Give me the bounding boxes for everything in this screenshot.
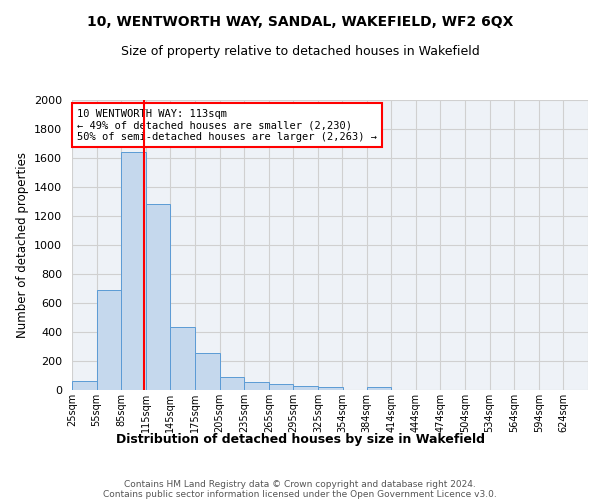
Bar [170, 327, 195, 390]
Bar [121, 152, 146, 390]
Bar [244, 382, 269, 390]
Bar [195, 353, 220, 390]
Y-axis label: Number of detached properties: Number of detached properties [16, 152, 29, 338]
Bar [318, 388, 343, 390]
Text: Contains public sector information licensed under the Open Government Licence v3: Contains public sector information licen… [103, 490, 497, 499]
Text: 10, WENTWORTH WAY, SANDAL, WAKEFIELD, WF2 6QX: 10, WENTWORTH WAY, SANDAL, WAKEFIELD, WF… [87, 15, 513, 29]
Bar [146, 204, 170, 390]
Bar [97, 290, 121, 390]
Bar [367, 388, 391, 390]
Text: Distribution of detached houses by size in Wakefield: Distribution of detached houses by size … [115, 432, 485, 446]
Text: 10 WENTWORTH WAY: 113sqm
← 49% of detached houses are smaller (2,230)
50% of sem: 10 WENTWORTH WAY: 113sqm ← 49% of detach… [77, 108, 377, 142]
Bar [269, 384, 293, 390]
Bar [72, 380, 97, 390]
Text: Contains HM Land Registry data © Crown copyright and database right 2024.: Contains HM Land Registry data © Crown c… [124, 480, 476, 489]
Bar [293, 386, 318, 390]
Text: Size of property relative to detached houses in Wakefield: Size of property relative to detached ho… [121, 45, 479, 58]
Bar [220, 377, 244, 390]
